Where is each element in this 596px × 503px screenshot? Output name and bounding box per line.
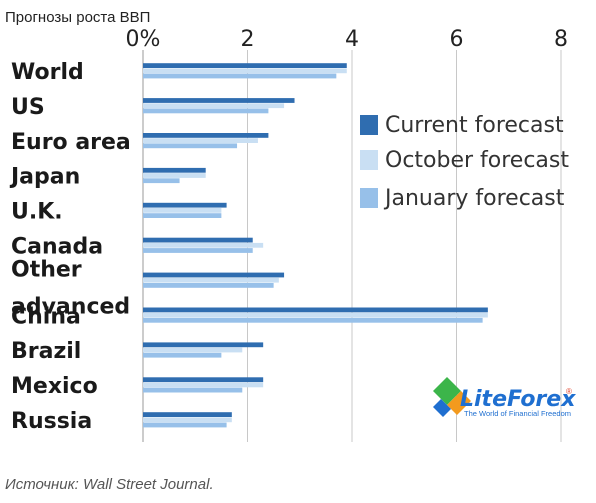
logo-tagline: The World of Financial Freedom — [464, 409, 571, 418]
bar-current — [143, 412, 232, 417]
x-tick-label-1: 2 — [241, 28, 255, 52]
bar-current — [143, 272, 285, 278]
x-tick-label-0: 0% — [126, 28, 161, 52]
legend-swatch — [360, 115, 378, 135]
legend: Current forecast October forecast January … — [360, 113, 569, 211]
bar-current — [143, 63, 347, 68]
x-tick-label-2: 4 — [345, 28, 359, 52]
logo-mark-blue — [433, 399, 451, 417]
bar-october — [143, 312, 488, 318]
bar-january — [143, 213, 222, 218]
category-label: Euro area — [11, 130, 131, 155]
bar-january — [143, 283, 274, 288]
bar-group-u-k- — [143, 202, 227, 218]
bar-october — [143, 103, 285, 109]
bar-october — [143, 417, 232, 423]
bar-current — [143, 133, 269, 138]
gdp-forecast-chart: 0% 2 4 6 8 World US Euro area Japan U.K. Canada Ot… — [0, 28, 596, 458]
bar-january — [143, 73, 337, 79]
liteforex-logo: LiteForex ® The World of Financial Freed… — [433, 377, 576, 418]
legend-swatch — [360, 150, 378, 170]
bar-january — [143, 352, 222, 358]
bar-current — [143, 237, 253, 243]
bar-january — [143, 387, 243, 393]
category-label: Mexico — [11, 374, 98, 399]
legend-item-0: Current forecast — [360, 113, 564, 138]
bar-group-canada — [143, 237, 264, 253]
bar-group-us — [143, 98, 295, 114]
category-label: US — [11, 95, 45, 120]
x-tick-label-3: 6 — [450, 28, 464, 52]
legend-item-1: October forecast — [360, 148, 569, 173]
bar-october — [143, 208, 222, 213]
category-label: Other advanced — [11, 257, 130, 319]
bar-october — [143, 138, 258, 143]
bar-group-world — [143, 63, 347, 79]
bar-october — [143, 173, 206, 178]
bar-october — [143, 347, 243, 353]
x-tick-label-4: 8 — [554, 28, 568, 52]
bar-group-other-advanced — [143, 272, 285, 288]
category-label: Russia — [11, 409, 92, 434]
x-axis-ticks: 0% 2 4 6 8 — [126, 28, 568, 52]
chart-caption: Прогнозы роста ВВП — [5, 9, 151, 26]
bar-group-brazil — [143, 342, 264, 358]
logo-wordmark: LiteForex — [460, 387, 576, 412]
bar-group-mexico — [143, 377, 264, 393]
bar-january — [143, 108, 269, 114]
category-label: World — [11, 60, 84, 85]
bar-group-russia — [143, 412, 232, 428]
category-label: Canada — [11, 235, 103, 260]
bar-current — [143, 202, 227, 208]
bars — [143, 63, 488, 428]
grid-lines — [142, 50, 562, 442]
bar-january — [143, 422, 227, 428]
category-label: Japan — [9, 165, 80, 190]
bar-january — [143, 143, 238, 149]
category-label: China — [11, 304, 81, 329]
legend-label: Current forecast — [385, 113, 564, 138]
bar-october — [143, 68, 347, 74]
bar-current — [143, 377, 264, 383]
bar-january — [143, 248, 253, 253]
bar-current — [143, 98, 295, 103]
category-label: U.K. — [11, 200, 63, 225]
legend-swatch — [360, 188, 378, 208]
bar-october — [143, 382, 264, 388]
chart-svg: 0% 2 4 6 8 World US Euro area Japan U.K. CanadaOt… — [9, 28, 576, 442]
bar-october — [143, 242, 264, 248]
bar-group-japan — [143, 167, 206, 184]
bar-current — [143, 307, 488, 313]
legend-label: January forecast — [383, 186, 565, 211]
logo-mark-orange — [447, 391, 471, 415]
bar-group-euro-area — [143, 133, 269, 149]
source-note: Источник: Wall Street Journal. — [5, 476, 214, 493]
logo-registered-mark: ® — [566, 387, 572, 396]
legend-label: October forecast — [385, 148, 569, 173]
category-label: Brazil — [11, 339, 81, 364]
bar-current — [143, 167, 206, 173]
bar-january — [143, 317, 483, 323]
bar-october — [143, 277, 279, 283]
bar-january — [143, 178, 180, 184]
bar-current — [143, 342, 264, 348]
bar-group-china — [143, 307, 488, 323]
legend-item-2: January forecast — [360, 186, 565, 211]
